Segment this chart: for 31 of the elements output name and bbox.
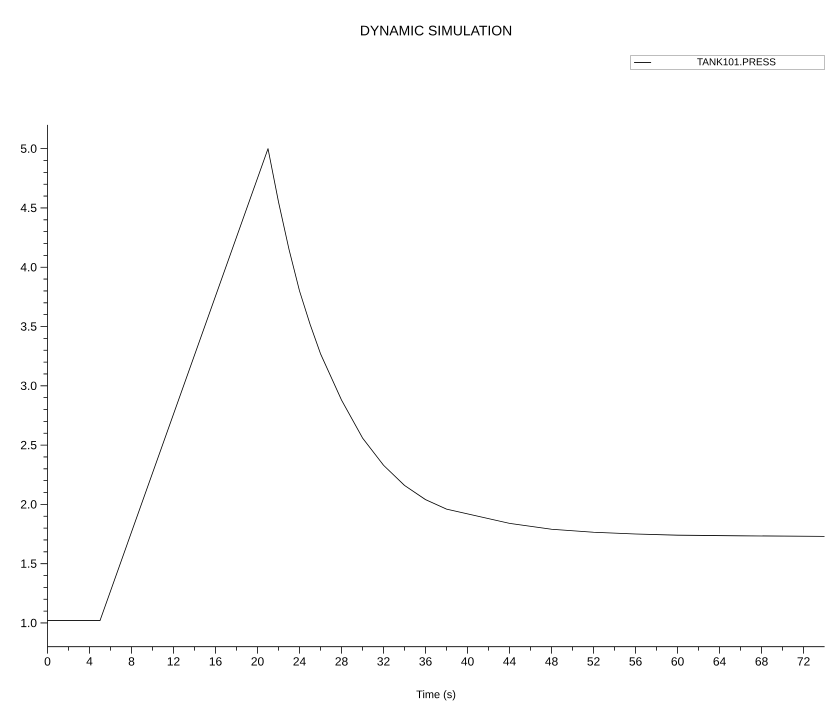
y-tick-label: 1.0 [21, 618, 37, 628]
y-tick-label: 2.0 [20, 500, 37, 509]
x-tick-label: 44 [503, 657, 516, 666]
x-tick-label: 28 [335, 657, 348, 666]
x-tick-label: 8 [128, 657, 134, 666]
x-tick-label: 16 [210, 657, 222, 666]
x-tick-label: 68 [756, 657, 768, 666]
chart-title: DYNAMIC SIMULATION [361, 26, 512, 36]
x-tick-label: 56 [629, 657, 642, 666]
text: TANK101.PRESS [697, 58, 776, 66]
x-tick-label: 48 [545, 657, 558, 666]
x-tick-label: 20 [251, 657, 264, 666]
x-axis-title: Time (s) [416, 690, 456, 701]
x-tick-label: 0 [44, 657, 50, 666]
y-tick-label: 2.5 [20, 441, 36, 450]
y-tick-label: 4.5 [20, 204, 36, 212]
x-tick-label: 52 [587, 657, 600, 666]
y-tick-label: 3.5 [20, 322, 36, 331]
x-tick-label: 40 [461, 657, 474, 666]
x-tick-label: 72 [798, 657, 810, 666]
y-tick-label: 5.0 [20, 144, 37, 154]
x-tick-label: 32 [377, 657, 390, 666]
y-tick-label: 1.5 [21, 560, 36, 568]
x-tick-label: 60 [672, 657, 684, 666]
y-tick-label: 4.0 [20, 263, 37, 272]
x-tick-label: 36 [419, 657, 432, 666]
x-tick-label: 24 [293, 657, 306, 666]
y-tick-label: 3.0 [20, 382, 37, 390]
x-tick-label: 4 [86, 657, 92, 666]
x-tick-label: 12 [168, 657, 180, 666]
x-tick-label: 64 [714, 657, 726, 666]
